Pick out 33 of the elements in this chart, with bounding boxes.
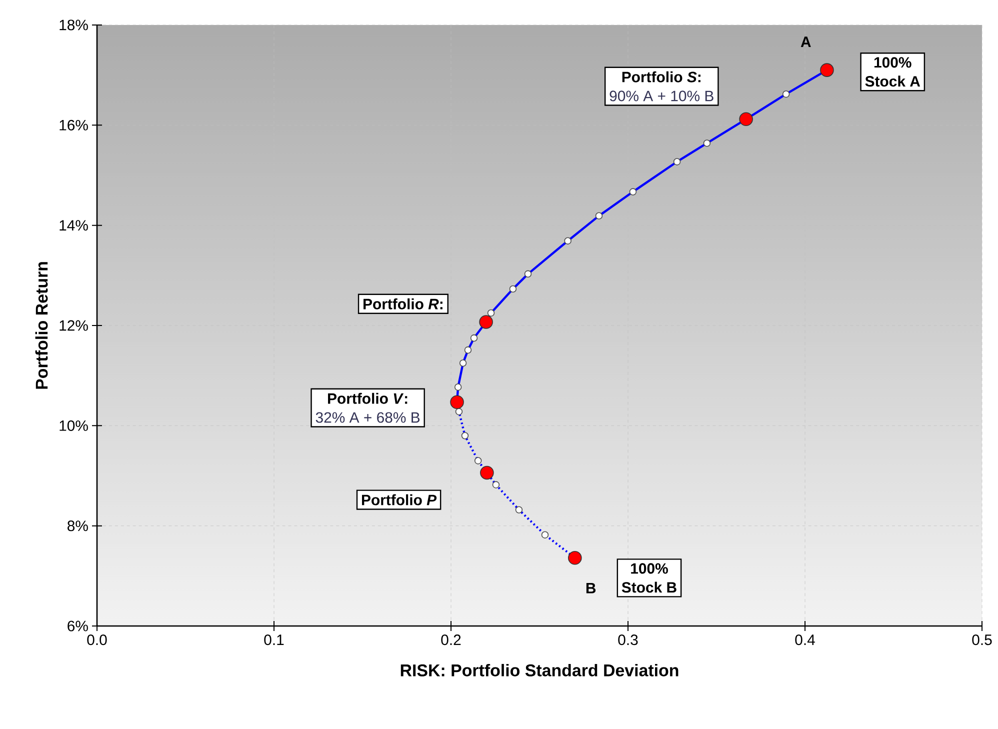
y-tick-label: 6% bbox=[68, 620, 88, 632]
x-tick-label: 0.1 bbox=[264, 634, 284, 646]
annotation: 100% bbox=[874, 57, 912, 68]
x-axis-title: RISK: Portfolio Standard Deviation bbox=[400, 664, 678, 676]
y-tick-label: 18% bbox=[60, 20, 88, 30]
x-tick-label: 0.3 bbox=[618, 634, 638, 646]
x-tick-label: 0.2 bbox=[441, 634, 461, 646]
annotation: 32% A + 68% B bbox=[316, 412, 420, 423]
annotation: Stock B bbox=[622, 582, 676, 593]
annotation: 90% A + 10% B bbox=[610, 90, 714, 102]
annotation: Portfolio V: bbox=[328, 392, 408, 404]
x-tick-label: 0.0 bbox=[87, 634, 107, 646]
y-tick-label: 10% bbox=[60, 420, 88, 431]
point bbox=[480, 466, 494, 480]
y-axis-title: Portfolio Return bbox=[35, 262, 48, 389]
point bbox=[739, 112, 753, 126]
annotation: A bbox=[800, 36, 811, 47]
point bbox=[479, 315, 493, 329]
y-tick-label: 16% bbox=[60, 120, 88, 130]
annotation: 100% bbox=[631, 563, 668, 574]
point bbox=[568, 550, 582, 565]
point bbox=[450, 395, 464, 410]
x-tick-label: 0.5 bbox=[972, 634, 992, 646]
annotation: Portfolio P bbox=[362, 494, 437, 506]
annotation: B bbox=[586, 582, 596, 594]
y-tick-label: 14% bbox=[60, 220, 88, 231]
annotation: Stock A bbox=[865, 76, 920, 87]
x-tick-label: 0.4 bbox=[795, 634, 815, 646]
annotation: Portfolio S: bbox=[622, 71, 700, 82]
y-tick-label: 12% bbox=[60, 320, 88, 331]
y-tick-label: 8% bbox=[68, 520, 88, 532]
point bbox=[820, 63, 834, 77]
annotation: Portfolio R: bbox=[364, 298, 442, 310]
